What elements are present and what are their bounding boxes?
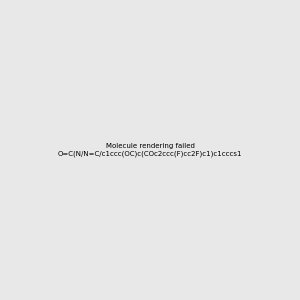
Text: Molecule rendering failed
O=C(N/N=C/c1ccc(OC)c(COc2ccc(F)cc2F)c1)c1cccs1: Molecule rendering failed O=C(N/N=C/c1cc…	[58, 143, 242, 157]
